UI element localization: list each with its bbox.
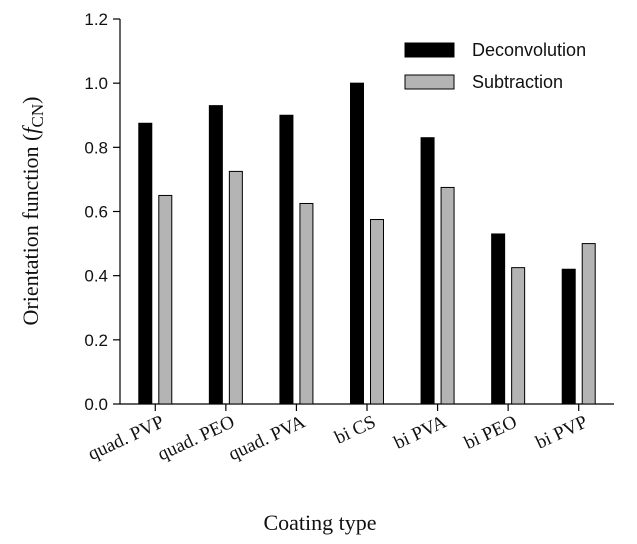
x-tick-label: quad. PVP <box>85 411 168 464</box>
bar-deconvolution-3 <box>279 114 294 405</box>
y-axis-title-symbol: f <box>18 125 43 134</box>
bar-deconvolution-7 <box>561 268 576 405</box>
legend: Deconvolution Subtraction <box>404 40 586 92</box>
bar-deconvolution-2 <box>208 105 223 405</box>
y-tick-label: 0.4 <box>84 267 108 286</box>
bar-subtraction-6 <box>511 267 526 405</box>
bar-subtraction-4 <box>370 219 384 405</box>
legend-swatch-deconvolution <box>404 42 455 58</box>
y-tick-label: 1.2 <box>84 10 108 29</box>
bar-subtraction-7 <box>581 243 596 405</box>
y-tick-label: 0.0 <box>84 395 108 414</box>
x-tick-label: quad. PVA <box>225 411 308 465</box>
y-axis-title-subscript: CN <box>28 104 47 128</box>
y-tick-label: 1.0 <box>84 74 108 93</box>
bar-deconvolution-1 <box>138 122 153 405</box>
y-axis-title: Orientation function (fCN) <box>18 97 47 326</box>
legend-label-subtraction: Subtraction <box>472 72 563 92</box>
x-tick-label: bi PVA <box>391 411 450 453</box>
bar-deconvolution-4 <box>350 82 364 405</box>
y-tick-label: 0.8 <box>84 138 108 157</box>
bar-subtraction-1 <box>158 194 173 405</box>
x-axis-title: Coating type <box>263 510 376 535</box>
legend-swatch-subtraction <box>404 74 455 90</box>
y-axis-title-close: ) <box>18 97 43 104</box>
bar-subtraction-3 <box>299 202 314 405</box>
x-tick-label: bi PVP <box>533 411 591 453</box>
y-axis-title-main: Orientation function ( <box>18 134 43 326</box>
bar-subtraction-2 <box>228 170 243 405</box>
bar-deconvolution-6 <box>491 233 506 405</box>
y-axis-ticks: 0.0 0.2 0.4 0.6 0.8 1.0 1.2 <box>84 10 120 414</box>
y-tick-label: 0.6 <box>84 203 108 222</box>
x-tick-label: bi CS <box>331 411 379 448</box>
x-tick-label: quad. PEO <box>154 411 237 465</box>
bars <box>138 82 596 405</box>
bar-subtraction-5 <box>440 186 455 405</box>
y-tick-label: 0.2 <box>84 331 108 350</box>
legend-label-deconvolution: Deconvolution <box>472 40 586 60</box>
bar-deconvolution-5 <box>420 137 435 405</box>
x-tick-label: bi PEO <box>461 411 520 453</box>
